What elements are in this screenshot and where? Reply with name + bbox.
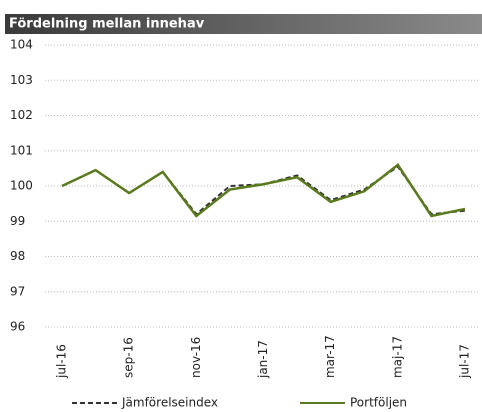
x-tick-label: jan-17 (256, 340, 270, 379)
y-tick-label: 98 (10, 249, 25, 263)
y-tick-label: 102 (10, 108, 33, 122)
title-bar (5, 14, 482, 34)
x-tick-label: nov-16 (189, 337, 203, 378)
x-tick-label: mar-17 (323, 335, 337, 378)
y-tick-label: 96 (10, 320, 25, 334)
x-tick-label: jul-16 (55, 344, 69, 379)
x-tick-label: maj-17 (390, 336, 404, 378)
y-tick-label: 99 (10, 214, 25, 228)
y-tick-label: 101 (10, 143, 33, 157)
y-tick-label: 104 (10, 38, 33, 52)
chart-title: Fördelning mellan innehav (9, 17, 205, 32)
x-tick-label: sep-16 (122, 337, 136, 378)
x-tick-label: jul-17 (458, 344, 472, 379)
y-tick-label: 100 (10, 179, 33, 193)
legend-label: Jämförelseindex (121, 396, 218, 410)
series-line (61, 163, 466, 218)
legend-label: Portföljen (350, 396, 407, 410)
y-tick-label: 97 (10, 284, 25, 298)
y-tick-label: 103 (10, 73, 33, 87)
